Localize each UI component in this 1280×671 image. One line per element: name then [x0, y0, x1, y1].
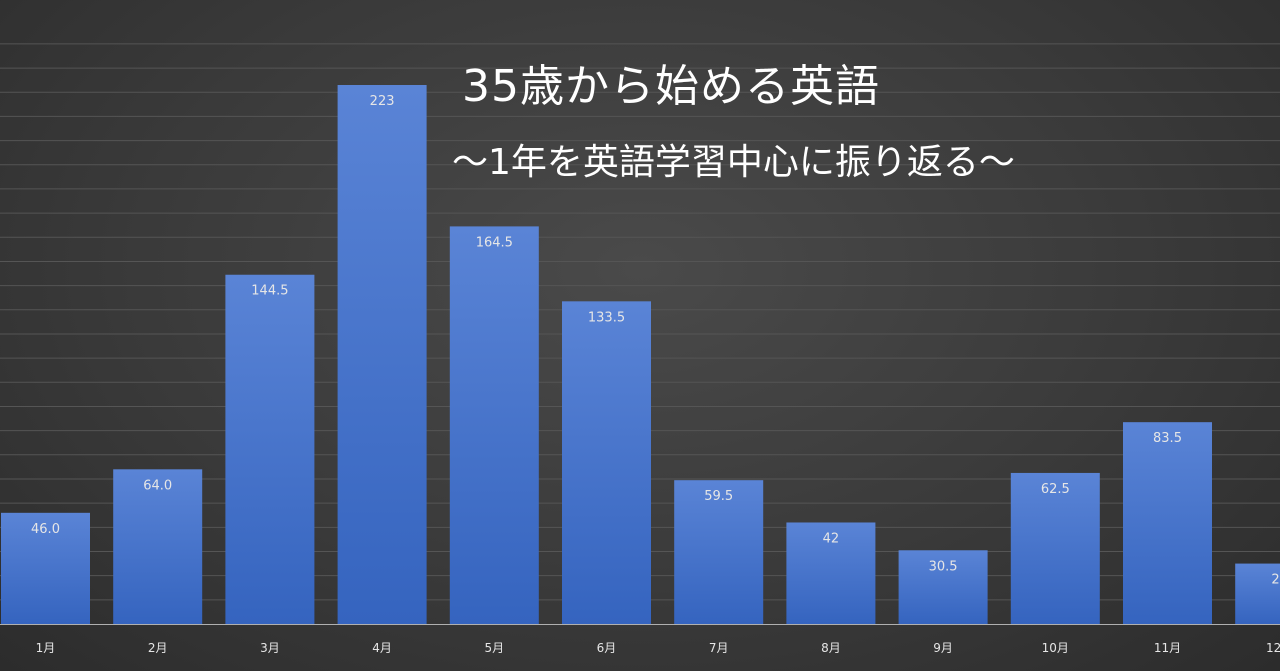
data-label: 25	[1271, 573, 1280, 588]
data-label: 62.5	[1041, 482, 1070, 497]
x-tick-label: 11月	[1154, 641, 1181, 655]
x-tick-label: 8月	[821, 641, 841, 655]
data-label: 144.5	[251, 284, 288, 299]
x-tick-label: 7月	[709, 641, 729, 655]
chart-subtitle: ～1年を英語学習中心に振り返る～	[452, 142, 1015, 183]
bar	[113, 469, 203, 624]
x-tick-label: 3月	[260, 641, 280, 655]
bars	[1, 85, 1280, 625]
data-label: 83.5	[1153, 431, 1182, 446]
bar	[1, 512, 90, 624]
x-tick-label: 10月	[1042, 641, 1069, 655]
bar	[225, 274, 315, 624]
bar	[562, 301, 651, 624]
x-tick-label: 12月	[1266, 641, 1280, 655]
bar	[449, 226, 539, 625]
bar	[337, 85, 427, 624]
data-label: 59.5	[704, 489, 733, 504]
x-tick-label: 9月	[933, 641, 953, 655]
data-label: 223	[370, 94, 395, 109]
x-axis-ticks: 1月 2月 3月 4月 5月 6月 7月 8月 9月 10月 11月 12月	[36, 641, 1280, 655]
x-tick-label: 2月	[148, 641, 168, 655]
bar	[898, 550, 988, 624]
data-label: 64.0	[143, 478, 172, 493]
bar	[1123, 422, 1212, 624]
bar	[786, 522, 876, 624]
bar	[1235, 563, 1280, 624]
data-label: 133.5	[588, 310, 625, 325]
bar	[1010, 472, 1100, 624]
x-tick-label: 1月	[36, 641, 56, 655]
chart-title: 35歳から始める英語	[462, 61, 880, 112]
x-tick-label: 6月	[597, 641, 617, 655]
x-tick-label: 5月	[484, 641, 504, 655]
data-label: 46.0	[31, 522, 60, 537]
x-tick-label: 4月	[372, 641, 392, 655]
data-label: 164.5	[476, 235, 513, 250]
data-label: 30.5	[929, 559, 958, 574]
data-labels: 46.0 64.0 144.5 223 164.5 133.5 59.5 42 30.5 62.5…	[31, 94, 1280, 588]
data-label: 42	[823, 531, 840, 546]
bar	[674, 480, 764, 624]
